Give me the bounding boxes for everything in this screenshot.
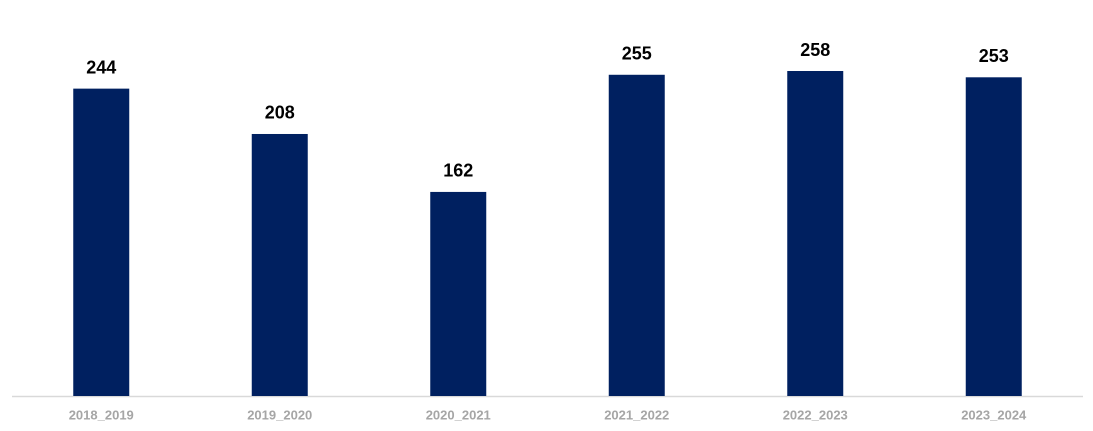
data-label: 162 (443, 161, 473, 181)
data-label: 208 (265, 103, 295, 123)
x-tick-label: 2018_2019 (69, 407, 134, 422)
x-tick-label: 2022_2023 (783, 407, 848, 422)
data-label: 244 (86, 57, 116, 77)
data-label: 255 (622, 44, 652, 64)
bar (965, 77, 1022, 396)
x-tick-label: 2020_2021 (426, 407, 491, 422)
bar (251, 133, 308, 396)
bar (787, 71, 844, 396)
bar (608, 74, 665, 397)
data-label: 258 (800, 40, 830, 60)
bar (430, 191, 487, 396)
data-label: 253 (979, 46, 1009, 66)
x-tick-label: 2023_2024 (961, 407, 1027, 422)
x-tick-label: 2021_2022 (604, 407, 669, 422)
bar (73, 88, 130, 397)
x-tick-label: 2019_2020 (247, 407, 312, 422)
